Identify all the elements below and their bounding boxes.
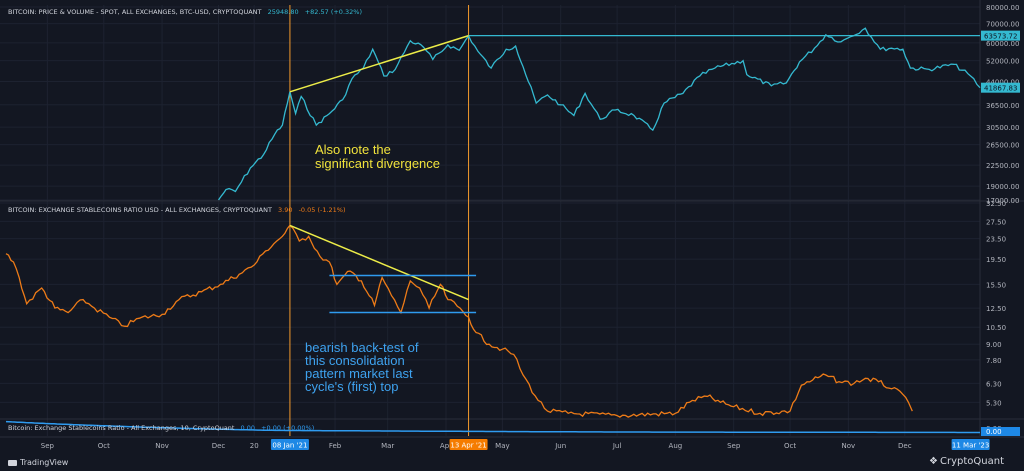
backtest-annotation-line: this consolidation [305, 353, 405, 368]
ratio-axis-tick: 10.50 [986, 324, 1006, 332]
time-axis-tick: Dec [212, 442, 226, 450]
bottom-axis-label-box [981, 427, 1020, 436]
time-axis-tick: Nov [155, 442, 169, 450]
price-axis-tick: 80000.00 [986, 4, 1019, 12]
ratio-pane-change: -0.05 (-1.21%) [298, 206, 346, 214]
price-axis-tick: 60000.00 [986, 40, 1019, 48]
ratio-axis-tick: 19.50 [986, 256, 1006, 264]
time-axis-tick: Apr [440, 442, 452, 450]
ratio-axis-tick: 9.00 [986, 341, 1002, 349]
date-marker-label: 13 Apr '21 [450, 442, 486, 450]
time-axis-tick: Jul [612, 442, 622, 450]
bottom-pane-header: Bitcoin: Exchange Stablecoins Ratio - Al… [8, 424, 314, 432]
ratio-pane-header: BITCOIN: EXCHANGE STABLECOINS RATIO USD … [8, 206, 346, 214]
time-axis-tick: Feb [329, 442, 342, 450]
price-axis-tick: 30500.00 [986, 124, 1019, 132]
time-axis-tick: Oct [98, 442, 110, 450]
time-axis-tick: Oct [784, 442, 796, 450]
cryptoquant-logo[interactable]: ❖ CryptoQuant [929, 456, 1004, 467]
backtest-annotation-line: pattern market last [305, 366, 413, 381]
price-axis-tick: 19000.00 [986, 183, 1019, 191]
time-axis-tick: Nov [842, 442, 856, 450]
ratio-axis-tick: 5.30 [986, 399, 1002, 407]
ratio-axis-tick: 12.50 [986, 305, 1006, 313]
bottom-pane-value: 0.00 [240, 424, 256, 432]
ratio-pane-title: BITCOIN: EXCHANGE STABLECOINS RATIO USD … [8, 206, 272, 214]
price-axis-label-box [981, 30, 1020, 41]
time-axis-tick: Dec [898, 442, 912, 450]
cryptoquant-label: CryptoQuant [940, 456, 1004, 467]
price-axis-tick: 17000.00 [986, 197, 1019, 205]
price-axis-tick: 22500.00 [986, 162, 1019, 170]
backtest-annotation: bearish back-test of this consolidation … [305, 341, 418, 393]
ratio-axis-tick: 15.50 [986, 281, 1006, 289]
price-axis-tick: 26500.00 [986, 142, 1019, 150]
price-axis-label: 63573.72 [984, 33, 1017, 41]
time-axis-tick: Jun [554, 442, 566, 450]
cryptoquant-logo-icon: ❖ [929, 456, 938, 467]
date-marker-label: 08 Jan '21 [272, 442, 307, 450]
price-pane-value: 25948.80 [267, 8, 299, 16]
divergence-annotation-line: significant divergence [315, 156, 441, 171]
time-axis-tick: Mar [381, 442, 394, 450]
price-pane-change: +82.57 (+0.32%) [304, 8, 362, 16]
tradingview-label: TradingView [20, 458, 69, 467]
bottom-indicator-line [5, 420, 980, 434]
price-axis-tick: 44000.00 [986, 78, 1019, 86]
date-marker-badge [951, 439, 990, 450]
ratio-axis-tick: 27.50 [986, 218, 1006, 226]
bottom-pane-title: Bitcoin: Exchange Stablecoins Ratio - Al… [8, 424, 235, 432]
date-marker-label: 11 Mar '23 [952, 442, 989, 450]
time-axis-tick: Aug [669, 442, 683, 450]
price-axis-label-box [981, 82, 1020, 93]
price-pane-title: BITCOIN: PRICE & VOLUME - SPOT, ALL EXCH… [8, 8, 262, 16]
ratio-axis-tick: 23.50 [986, 236, 1006, 244]
ratio-pane-value: 3.90 [278, 206, 293, 214]
backtest-annotation-line: bearish back-test of [305, 340, 419, 355]
tradingview-logo[interactable]: TradingView [8, 458, 68, 467]
price-axis-tick: 52000.00 [986, 58, 1019, 66]
price-pane-header: BITCOIN: PRICE & VOLUME - SPOT, ALL EXCH… [8, 8, 362, 16]
time-axis-tick: Sep [727, 442, 741, 450]
date-marker-badge [449, 439, 488, 450]
price-axis-label: 41867.83 [984, 85, 1017, 93]
price-axis-tick: 36500.00 [986, 102, 1019, 110]
bottom-pane-change: +0.00 (+0.00%) [261, 424, 315, 432]
tradingview-logo-icon [8, 459, 17, 466]
ratio-trend-line [289, 224, 469, 301]
price-axis-tick: 70000.00 [986, 21, 1019, 29]
time-axis-tick: May [495, 442, 509, 450]
ratio-series-line [5, 224, 913, 418]
ratio-axis-tick: 6.30 [986, 380, 1002, 388]
price-trend-line [289, 34, 469, 93]
time-axis-tick: 20 [250, 442, 259, 450]
divergence-annotation-line: Also note the [315, 142, 391, 157]
ratio-axis-tick: 32.50 [986, 200, 1006, 208]
divergence-annotation: Also note the significant divergence [315, 143, 440, 171]
backtest-annotation-line: cycle's (first) top [305, 379, 399, 394]
bottom-axis-label: 0.00 [986, 428, 1002, 436]
ratio-axis-tick: 7.80 [986, 357, 1002, 365]
time-axis-tick: Sep [41, 442, 55, 450]
date-marker-badge [270, 439, 309, 450]
